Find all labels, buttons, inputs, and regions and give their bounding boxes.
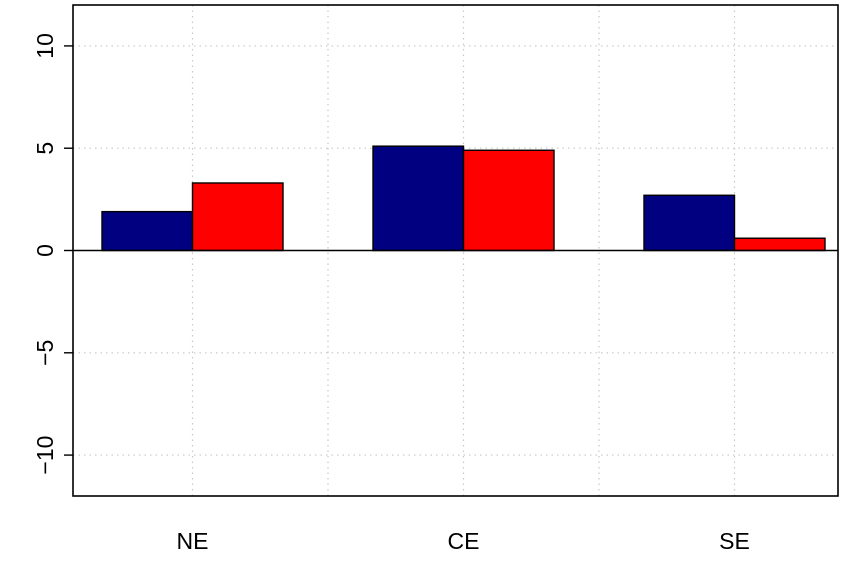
y-tick-label: 5	[32, 142, 58, 155]
gridlines	[73, 5, 838, 496]
x-category-label: NE	[177, 528, 209, 554]
bar-se-series-1	[643, 194, 736, 252]
bar-ne-series-2	[191, 182, 284, 252]
x-category-label: SE	[719, 528, 750, 554]
bar-ne-series-1	[101, 210, 194, 252]
y-tick-label: −10	[32, 436, 58, 475]
bar-se-series-2	[733, 237, 826, 252]
y-axis: −10 −5 0 5 10	[32, 33, 73, 475]
bars	[101, 145, 826, 252]
bar-ce-series-1	[372, 145, 465, 252]
bar-ce-series-2	[462, 149, 555, 252]
x-axis: NE CE SE	[177, 528, 750, 554]
y-tick-label: 0	[32, 244, 58, 257]
x-category-label: CE	[448, 528, 480, 554]
y-tick-label: −5	[32, 340, 58, 366]
y-tick-label: 10	[32, 33, 58, 59]
